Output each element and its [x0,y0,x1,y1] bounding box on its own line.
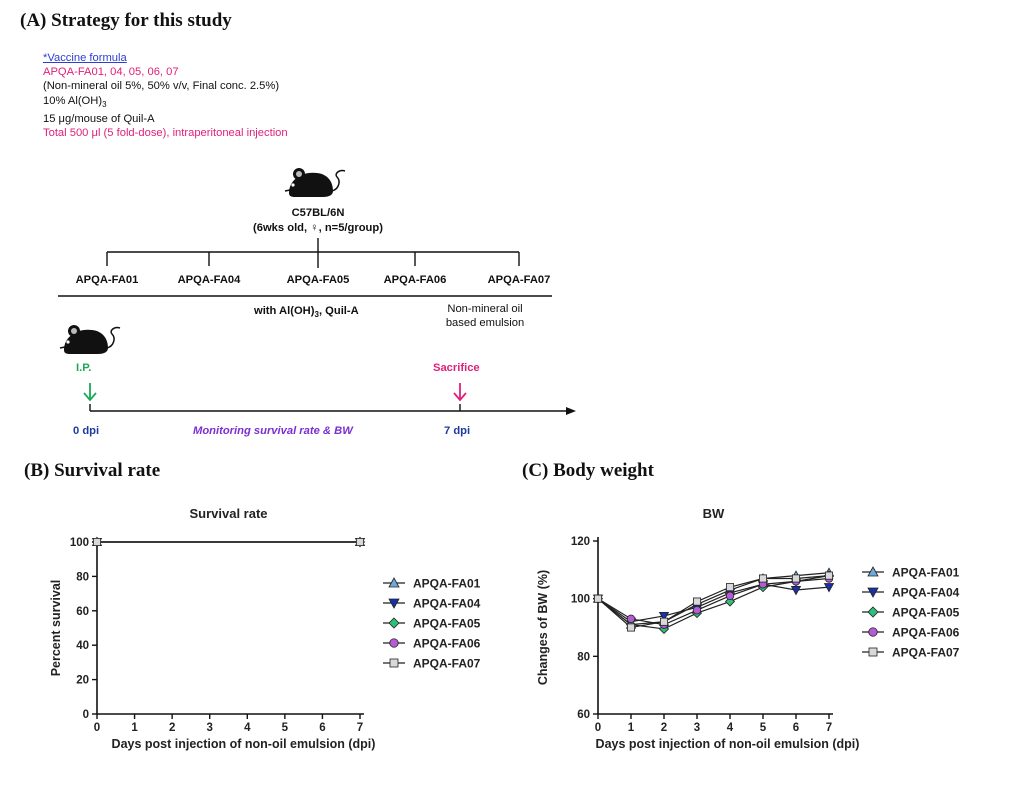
strain-detail: (6wks old, ♀, n=5/group) [253,222,383,234]
strain-name: C57BL/6N [291,207,345,219]
adjuvant-pre: with Al(OH) [254,305,315,317]
adjuvant-note: with Al(OH)3, Quil-A [254,305,359,319]
mouse-icon [59,325,121,354]
x-tick-label: 3 [207,722,213,734]
adjuvant-post: , Quil-A [318,305,359,317]
group-label: APQA-FA07 [487,274,551,286]
emulsion-note-1: Non-mineral oil [447,303,523,315]
x-tick-label: 6 [319,722,325,734]
timeline-start: 0 dpi [73,425,100,437]
timeline [83,383,576,415]
formula-line-4: 15 μg/mouse of Quil-A [43,113,155,126]
group-label: APQA-FA04 [177,274,241,286]
panel-b-title: (B) Survival rate [24,460,161,481]
vaccine-formula: *Vaccine formula APQA-FA01, 04, 05, 06, … [43,51,288,140]
chart-title: Survival rate [189,506,267,521]
legend-label: APQA-FA06 [413,637,481,651]
legend-label: APQA-FA07 [413,657,481,671]
formula-line-2: (Non-mineral oil 5%, 50% v/v, Final conc… [43,80,280,93]
emulsion-note: Non-mineral oil based emulsion [425,302,545,330]
formula-line-3-main: 10% Al(OH) [43,94,103,107]
formula-line-1: APQA-FA01, 04, 05, 06, 07 [43,66,179,79]
route-label: I.P. [76,362,92,374]
panel-a-title: (A) Strategy for this study [20,10,232,31]
legend-marker [388,598,400,609]
group-label: APQA-FA05 [286,274,350,286]
legend-label: APQA-FA01 [413,577,481,591]
panel-c-title: (C) Body weight [522,460,654,481]
formula-line-5: Total 500 μl (5 fold-dose), intraperiton… [43,127,288,140]
y-tick-label: 60 [76,606,89,618]
emulsion-note-2: based emulsion [445,317,525,329]
x-tick-label: 5 [282,722,289,734]
y-tick-label: 0 [83,709,89,721]
legend-marker [389,658,399,668]
data-point [355,538,364,547]
group-label: APQA-FA01 [75,274,139,286]
data-point [93,538,102,547]
legend-label: APQA-FA04 [413,597,481,611]
formula-line-3-sub: 3 [102,99,107,109]
legend-label: APQA-FA05 [413,617,481,631]
group-bracket [58,238,552,297]
formula-header: *Vaccine formula [43,52,127,64]
y-tick-label: 20 [76,675,89,687]
timeline-end: 7 dpi [444,425,471,437]
legend-marker [389,638,399,648]
x-tick-label: 1 [131,722,138,734]
x-tick-label: 7 [357,722,363,734]
mouse-icon [284,168,346,197]
y-axis-label: Percent survival [49,580,63,677]
x-tick-label: 4 [244,722,251,734]
monitoring-label: Monitoring survival rate & BW [193,425,353,437]
y-tick-label: 100 [70,537,89,549]
group-label: APQA-FA06 [383,274,447,286]
sacrifice-label: Sacrifice [433,362,480,374]
y-tick-label: 80 [76,571,89,583]
adjuvant-sub: 3 [314,310,319,320]
x-tick-label: 0 [94,722,100,734]
formula-line-3: 10% Al(OH)3 [43,94,288,112]
legend-marker [388,617,400,629]
x-tick-label: 2 [169,722,175,734]
y-tick-label: 40 [76,640,89,652]
x-axis-label: Days post injection of non-oil emulsion … [112,737,376,751]
legend-marker [388,577,400,588]
